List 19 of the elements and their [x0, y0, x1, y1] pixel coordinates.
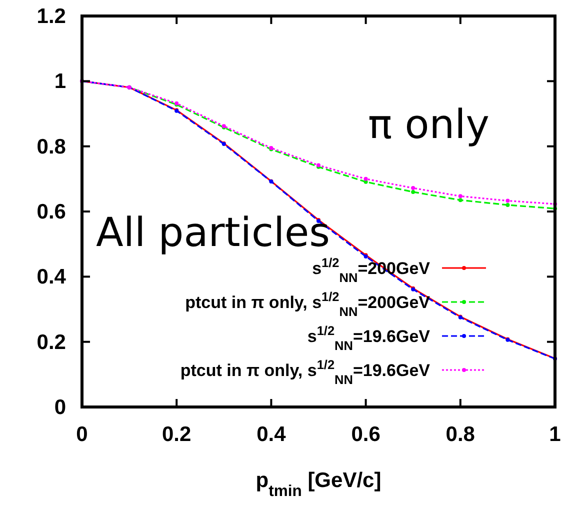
- legend-label: ptcut in π only, s$^{1/2}$$_{NN}$=19.6GeV: [180, 356, 431, 386]
- y-tick-label: 1.2: [36, 5, 66, 28]
- x-tick-label: 0.4: [256, 423, 286, 446]
- legend-label: s$^{1/2}$$_{NN}$=19.6GeV: [307, 322, 431, 352]
- x-tick-label: 0.2: [162, 423, 192, 446]
- y-tick-label: 0.6: [36, 200, 66, 224]
- x-tick-label: 0.6: [351, 423, 380, 446]
- x-tick-label: 1: [549, 423, 562, 446]
- legend-label: ptcut in π only, s$^{1/2}$$_{NN}$=200GeV: [185, 288, 431, 318]
- y-tick-label: 0.2: [36, 330, 66, 354]
- y-tick-label: 0.8: [36, 135, 66, 158]
- annotation: All particles: [96, 210, 330, 256]
- x-axis-title: p$_{tmin}$ [GeV/c]: [256, 469, 382, 500]
- y-tick-label: 0.4: [36, 266, 66, 289]
- y-tick-label: 0: [54, 396, 66, 419]
- annotation: π only: [368, 102, 490, 148]
- x-tick-label: 0.8: [446, 423, 476, 446]
- y-tick-label: 1: [54, 70, 66, 94]
- x-tick-label: 0: [76, 423, 88, 446]
